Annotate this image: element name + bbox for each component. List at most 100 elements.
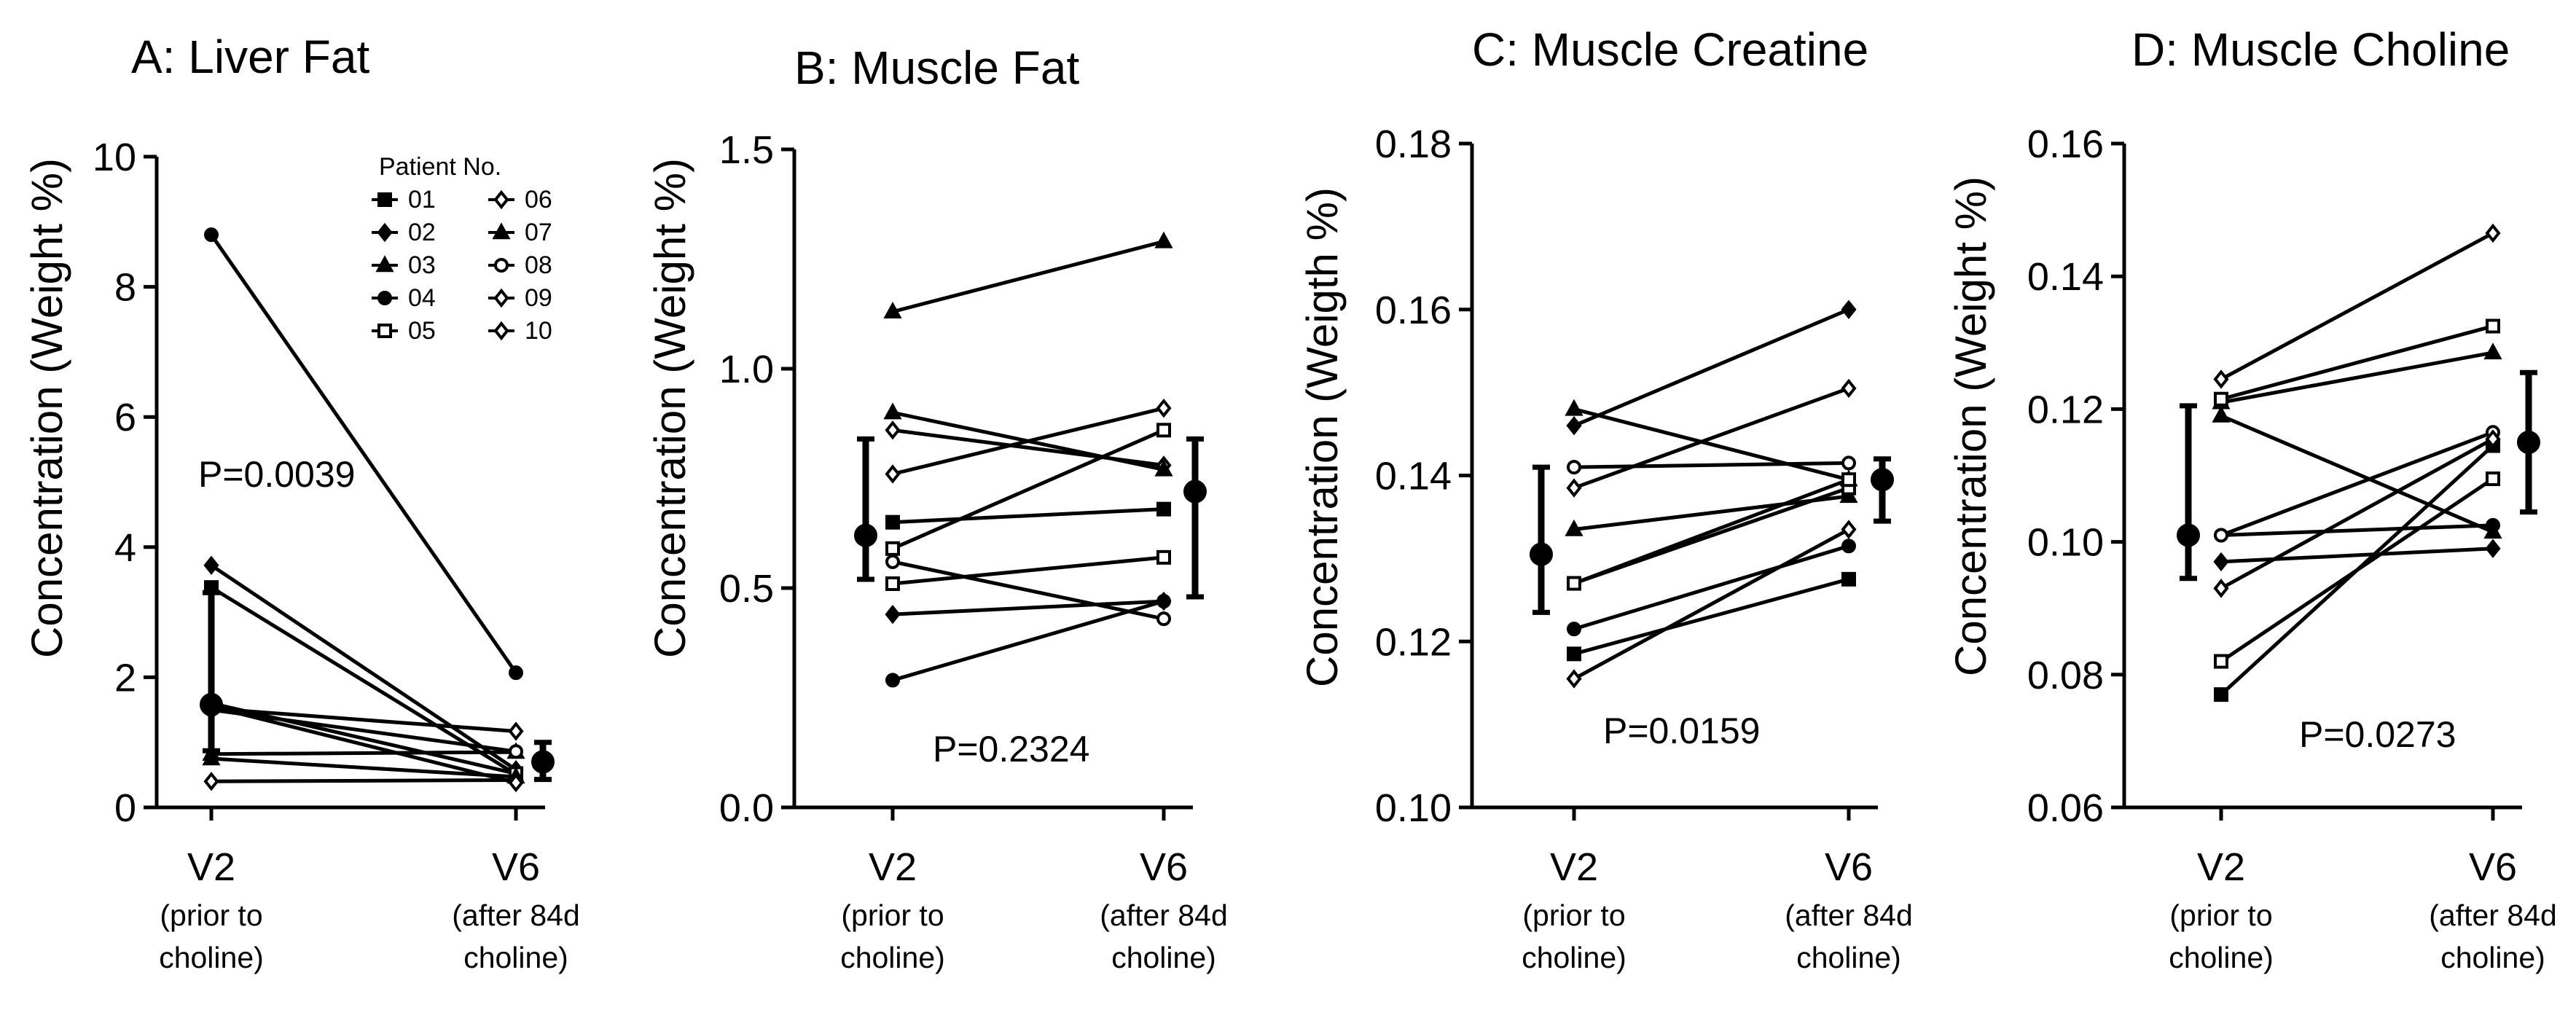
panel-C-point-v6-06 — [1841, 378, 1857, 399]
panel-B-series-line-03 — [892, 239, 1164, 314]
panel-C-point-v2-03 — [1565, 519, 1583, 536]
panel-c-plot: 0.10 0.12 0.14 0.16 0.18 — [1375, 122, 1894, 830]
panel-c-xsub-v2-line2: choline) — [1522, 941, 1626, 974]
panel-c: C: Muscle Creatine Concentration (Weigth… — [1298, 23, 1913, 974]
panel-C-series-line-10 — [1573, 477, 1849, 585]
panel-B-series-line-10 — [891, 428, 1165, 551]
panel-B-mean-V2 — [854, 523, 877, 547]
panel-c-pvalue: P=0.0159 — [1603, 710, 1760, 751]
panel-B-point-v6-07 — [1154, 459, 1173, 477]
panel-C-point-v6-02 — [1841, 300, 1857, 319]
panel-B-series-line-04 — [892, 599, 1164, 682]
panel-B-point-v6-05 — [1156, 549, 1171, 565]
panel-D-series-line-08 — [2220, 430, 2494, 537]
panel-d-title: D: Muscle Choline — [2131, 23, 2510, 76]
panel-B-point-v6-04 — [1156, 594, 1171, 609]
panel-C-ytick-label: 0.12 — [1375, 620, 1452, 664]
panel-a-xtick-v6: V6 — [492, 845, 540, 889]
panel-A-series-line-06 — [211, 706, 517, 734]
panel-b-pvalue: P=0.2324 — [933, 729, 1089, 770]
panel-D-mean-V2 — [2177, 523, 2200, 547]
panel-D-mean-V6 — [2517, 430, 2540, 454]
panel-D-ytick-label: 0.10 — [2027, 521, 2104, 565]
panel-D-point-v2-07 — [2212, 405, 2231, 423]
panel-A-series-line-07 — [211, 756, 517, 779]
panel-C-point-v6-04 — [1841, 539, 1856, 554]
panel-A-ytick-label: 6 — [114, 396, 136, 439]
panel-a-pvalue: P=0.0039 — [198, 454, 355, 495]
panel-A-point-v2-09 — [203, 772, 219, 791]
panel-C-point-v6-03 — [1839, 486, 1858, 504]
panel-D-series-line-04 — [2220, 523, 2494, 537]
panel-D-point-v2-10 — [2214, 391, 2228, 407]
panel-d-xsub-v6-line1: (after 84d — [2429, 899, 2557, 932]
panel-A-ytick-label: 2 — [114, 656, 136, 700]
panel-D-series-line-09 — [2220, 437, 2494, 590]
panel-B-point-v6-01 — [1156, 501, 1171, 517]
panel-D-point-v2-08 — [2214, 528, 2228, 543]
panel-A-mean-V6 — [531, 750, 555, 774]
panel-d-pvalue: P=0.0273 — [2299, 714, 2456, 755]
panel-D-point-v6-06 — [2485, 223, 2501, 243]
panel-d-xtick-v2: V2 — [2197, 845, 2245, 889]
panel-D-series-line-07 — [2220, 414, 2494, 534]
panel-A-series-line-03 — [211, 750, 517, 756]
panel-A-ytick-label: 8 — [114, 266, 136, 310]
panel-c-xsub-v6-line1: (after 84d — [1785, 899, 1913, 932]
panel-D-point-v6-02 — [2485, 539, 2501, 558]
legend-label-10: 10 — [525, 317, 552, 345]
panel-D-series-line-02 — [2220, 547, 2494, 564]
panel-B-series-line-02 — [892, 599, 1164, 616]
panel-D-point-v2-02 — [2213, 552, 2229, 572]
panel-B-series-line-01 — [892, 507, 1164, 525]
legend-marker-03 — [375, 255, 394, 273]
panel-B-series-line-09 — [892, 406, 1164, 476]
legend-marker-05 — [377, 324, 392, 338]
panel-D-point-v6-05 — [2486, 471, 2500, 487]
panel-B-point-v2-10 — [885, 541, 900, 556]
panel-d: D: Muscle Choline Concentration (Weight … — [1946, 23, 2557, 974]
panel-c-xtick-v2: V2 — [1550, 845, 1598, 889]
panel-C-point-v2-09 — [1566, 669, 1582, 689]
panel-A-point-v6-04 — [509, 665, 523, 681]
panel-A-mean-V2 — [200, 692, 223, 716]
panel-C-point-v2-02 — [1566, 415, 1582, 436]
legend-label-08: 08 — [525, 251, 552, 279]
panel-b-xtick-v2: V2 — [869, 845, 917, 889]
legend-label-04: 04 — [408, 284, 436, 312]
panel-b-xsub-v2-line2: choline) — [840, 941, 945, 974]
panel-c-xsub-v2-line1: (prior to — [1522, 899, 1625, 932]
panel-C-ytick-label: 0.16 — [1375, 289, 1452, 332]
panel-d-xlabels: V2 (prior to choline) V6 (after 84d chol… — [2169, 845, 2557, 974]
panel-a-title: A: Liver Fat — [131, 31, 369, 83]
panel-A-point-v6-08 — [509, 744, 523, 759]
panel-c-ylabel: Concentration (Weigth %) — [1298, 187, 1347, 687]
panel-b: B: Muscle Fat Concentration (Weight %) 0… — [646, 42, 1228, 974]
panel-a-xsub-v2-line2: choline) — [159, 941, 264, 974]
panel-B-point-v2-06 — [885, 420, 901, 440]
panel-C-ytick-label: 0.14 — [1375, 455, 1452, 498]
legend-marker-09 — [493, 288, 509, 308]
panel-B-ytick-label: 0.5 — [719, 567, 774, 611]
panel-D-ytick-label: 0.08 — [2027, 654, 2104, 697]
panel-C-point-v6-09 — [1841, 520, 1857, 539]
panel-D-point-v6-07 — [2483, 522, 2502, 539]
panel-B-point-v2-09 — [885, 464, 901, 484]
panel-a-xtick-v2: V2 — [187, 845, 235, 889]
panel-D-ytick-label: 0.12 — [2027, 388, 2104, 431]
panel-B-point-v2-08 — [885, 554, 900, 569]
panel-C-series-line-08 — [1573, 461, 1849, 469]
panel-D-series-line-03 — [2220, 351, 2494, 404]
panel-a-xsub-v2-line1: (prior to — [160, 899, 262, 932]
panel-a-xsub-v6-line1: (after 84d — [452, 899, 580, 932]
panel-C-series-line-01 — [1573, 577, 1849, 656]
panel-d-plot: 0.06 0.08 0.10 0.12 0.14 0.16 — [2027, 122, 2540, 830]
panel-A-ytick-label: 10 — [93, 136, 136, 179]
panel-D-series-line-10 — [2220, 324, 2494, 402]
legend-label-07: 07 — [525, 219, 552, 246]
panel-C-series-line-06 — [1573, 386, 1849, 490]
panel-c-xsub-v6-line2: choline) — [1796, 941, 1901, 974]
panel-c-title: C: Muscle Creatine — [1472, 23, 1868, 76]
panel-A-series-line-04 — [209, 233, 518, 674]
